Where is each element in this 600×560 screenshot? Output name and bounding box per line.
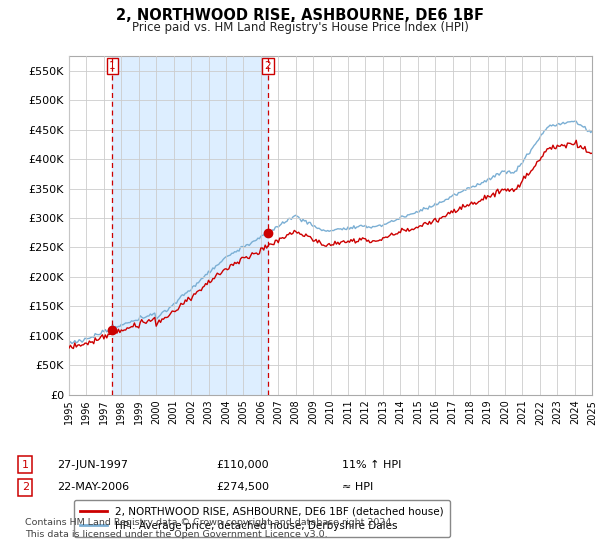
Bar bbox=[112, 56, 268, 395]
Text: 1: 1 bbox=[109, 61, 116, 71]
Legend: 2, NORTHWOOD RISE, ASHBOURNE, DE6 1BF (detached house), HPI: Average price, deta: 2, NORTHWOOD RISE, ASHBOURNE, DE6 1BF (d… bbox=[74, 500, 450, 537]
Text: £274,500: £274,500 bbox=[216, 482, 269, 492]
Text: 1: 1 bbox=[22, 460, 29, 470]
Text: 2, NORTHWOOD RISE, ASHBOURNE, DE6 1BF: 2, NORTHWOOD RISE, ASHBOURNE, DE6 1BF bbox=[116, 8, 484, 24]
Text: Price paid vs. HM Land Registry's House Price Index (HPI): Price paid vs. HM Land Registry's House … bbox=[131, 21, 469, 34]
Text: £110,000: £110,000 bbox=[216, 460, 269, 470]
Text: Contains HM Land Registry data © Crown copyright and database right 2024.
This d: Contains HM Land Registry data © Crown c… bbox=[25, 518, 395, 539]
Text: 2: 2 bbox=[265, 61, 271, 71]
Text: 27-JUN-1997: 27-JUN-1997 bbox=[57, 460, 128, 470]
Text: ≈ HPI: ≈ HPI bbox=[342, 482, 373, 492]
Text: 22-MAY-2006: 22-MAY-2006 bbox=[57, 482, 129, 492]
Text: 2: 2 bbox=[22, 482, 29, 492]
Text: 11% ↑ HPI: 11% ↑ HPI bbox=[342, 460, 401, 470]
